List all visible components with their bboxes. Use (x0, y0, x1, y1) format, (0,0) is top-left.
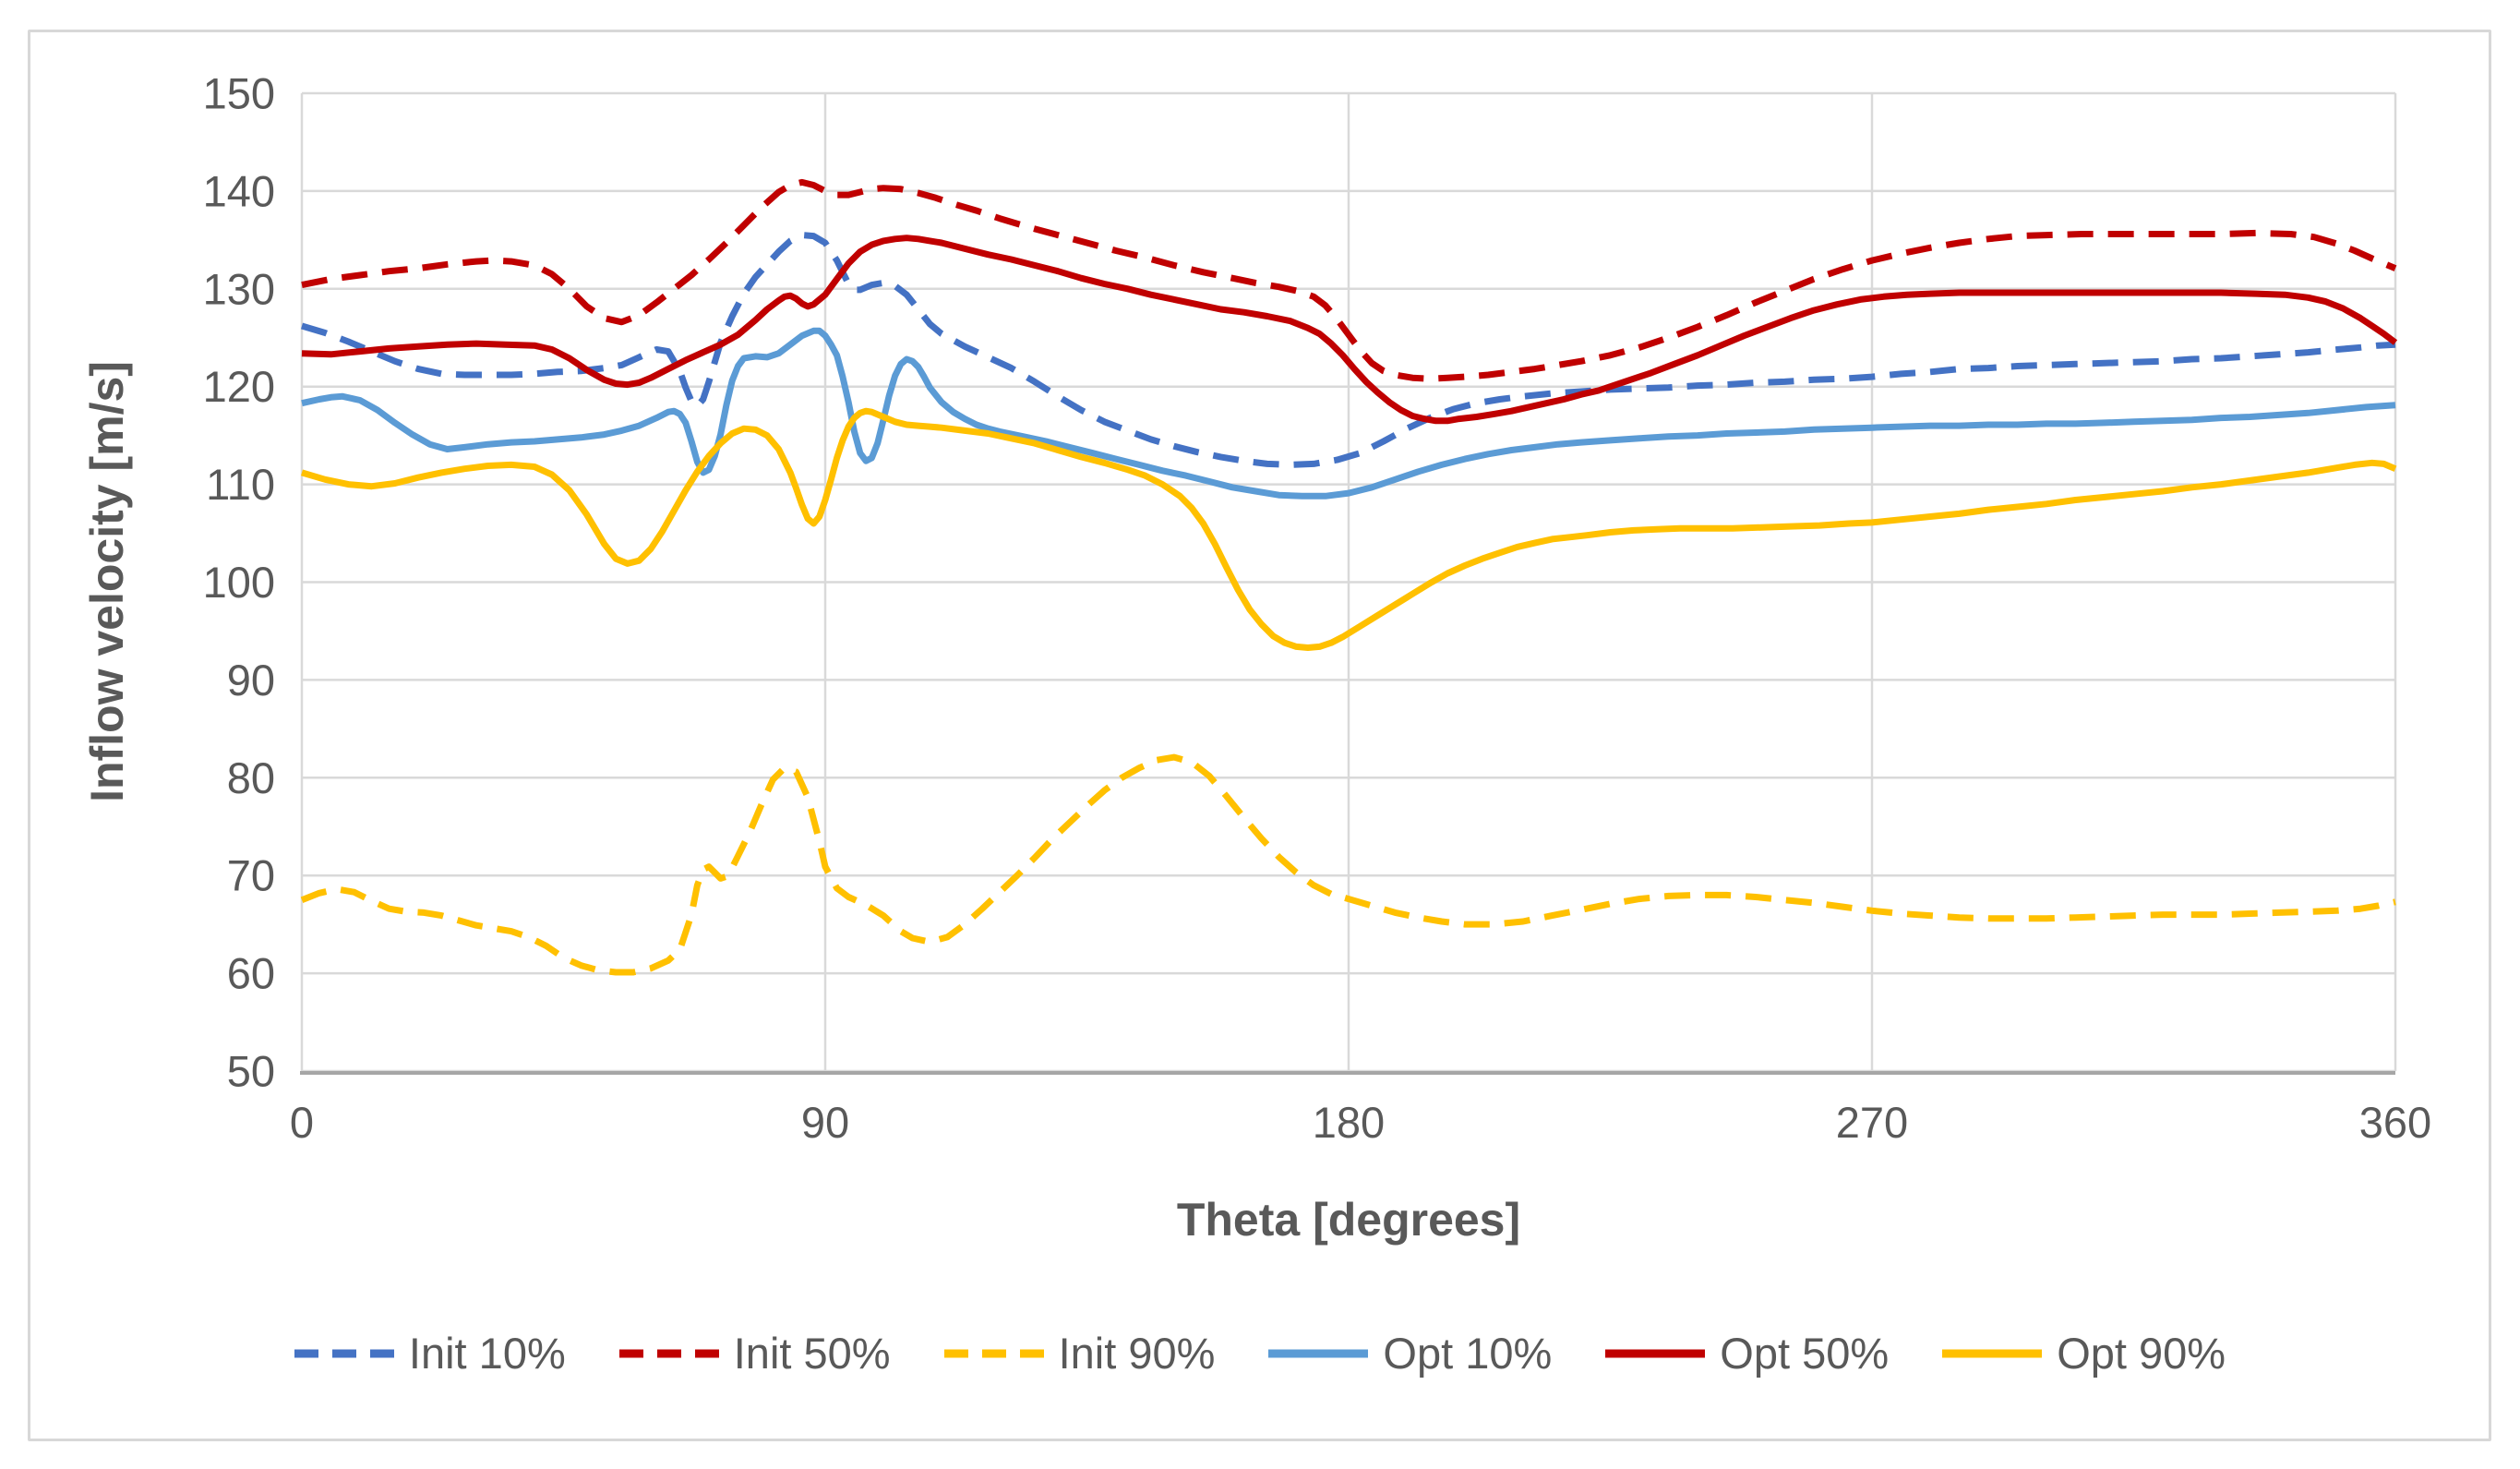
y-tick-100: 100 (203, 558, 275, 607)
legend-line-sample (294, 1349, 394, 1357)
legend-label: Init 50% (733, 1329, 891, 1378)
y-tick-70: 70 (227, 851, 275, 900)
x-tick-180: 180 (1313, 1098, 1385, 1147)
x-tick-0: 0 (290, 1098, 314, 1147)
legend-line-sample (1605, 1349, 1706, 1357)
y-tick-50: 50 (227, 1047, 275, 1096)
series-line-init-10 (301, 232, 2396, 468)
series-lines (300, 178, 2398, 976)
legend-label: Opt 50% (1720, 1329, 1890, 1378)
legend-item-opt-50: Opt 50% (1605, 1328, 1889, 1379)
y-tick-150: 150 (203, 69, 275, 118)
y-tick-110: 110 (206, 460, 275, 509)
x-tick-270: 270 (1836, 1098, 1908, 1147)
series-line-init-50 (301, 178, 2397, 382)
series-line-init-90 (300, 753, 2396, 976)
legend-item-init-50: Init 50% (618, 1328, 891, 1379)
legend-line-sample (943, 1349, 1044, 1357)
y-tick-130: 130 (203, 264, 275, 313)
x-axis-title: Theta [degrees] (1177, 1194, 1520, 1246)
legend-item-init-90: Init 90% (943, 1328, 1216, 1379)
y-tick-140: 140 (203, 166, 275, 215)
y-tick-90: 90 (227, 656, 275, 704)
legend-label: Init 90% (1058, 1329, 1216, 1378)
legend-item-init-10: Init 10% (294, 1328, 566, 1379)
x-tick-90: 90 (801, 1098, 849, 1147)
y-tick-120: 120 (203, 362, 275, 411)
legend-label: Opt 10% (1383, 1329, 1553, 1378)
y-tick-60: 60 (227, 949, 275, 998)
legend-line-sample (1942, 1349, 2043, 1357)
legend-line-sample (1268, 1349, 1369, 1357)
legend-item-opt-90: Opt 90% (1942, 1328, 2226, 1379)
y-axis-title: Inflow velocity [m/s] (81, 361, 133, 802)
legend-label: Opt 90% (2057, 1329, 2226, 1378)
legend-item-opt-10: Opt 10% (1268, 1328, 1552, 1379)
series-line-opt-50 (301, 235, 2398, 425)
legend-label: Init 10% (408, 1329, 566, 1378)
y-tick-80: 80 (227, 753, 275, 802)
x-tick-360: 360 (2359, 1098, 2431, 1147)
legend-line-sample (618, 1349, 719, 1357)
series-line-opt-90 (301, 407, 2397, 651)
gridlines (300, 91, 2397, 1075)
series-line-opt-10 (301, 327, 2396, 500)
legend: Init 10% Init 50% Init 90% Opt 10% Opt 50% Op… (0, 1328, 2520, 1379)
tick-labels: 50 60 70 80 90 100 110 120 130 140 150 0 90 180 270 360 (203, 69, 2432, 1148)
